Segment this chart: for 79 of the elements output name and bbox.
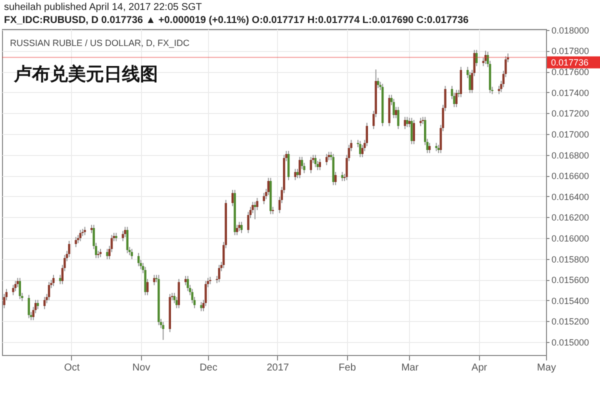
candlestick [18,277,22,300]
candlestick [404,116,406,130]
y-tick-label: 0.018000 [552,25,590,36]
candlestick [162,321,164,340]
y-tick-label: 0.017800 [552,46,590,56]
y-tick-label: 0.015400 [552,296,590,306]
candlestick [262,192,266,205]
y-tick-label: 0.016800 [552,150,590,160]
candlestick [294,168,296,181]
candlestick [191,288,194,304]
y-tick-label: 0.015000 [552,337,590,348]
candlestick [468,71,471,94]
candlestick [341,171,344,182]
ref-line-label: 0.017736 [551,57,589,68]
candlestick [74,236,77,248]
candlestick [366,122,368,147]
x-tick-label: Oct [64,362,80,374]
candlestick [126,226,128,254]
candlestick [3,293,6,309]
y-tick-label: 0.017400 [552,88,590,98]
candlestick [406,116,408,128]
x-tick-label: Apr [472,362,488,374]
y-tick-label: 0.017200 [552,108,590,119]
candlestick [287,150,290,181]
candlestick [359,140,362,158]
candlestick [397,106,400,130]
candlestick [43,296,46,310]
candlestick [200,301,202,312]
candlestick [218,264,220,283]
candlestick [318,158,321,171]
y-tick-label: 0.016600 [552,171,590,182]
candlestick [137,252,140,267]
candlestick [298,156,301,179]
candlestick [106,248,108,260]
candlestick [186,275,189,292]
x-tick-label: Feb [338,362,356,374]
candlestick [68,240,70,258]
candlestick [392,98,395,119]
candlestick [52,274,55,287]
candlestick [361,144,364,158]
x-tick-label: May [537,362,556,374]
y-tick-label: 0.016000 [552,233,590,244]
candlestick [153,274,156,286]
candlestick [314,154,317,168]
candlestick [455,89,458,108]
candlestick [12,284,14,296]
candlestick [48,281,50,301]
candlestick [428,142,431,154]
y-tick-label: 0.016200 [552,212,590,223]
text: suheilah published April 14, 2017 22:05 SGT [4,2,202,13]
candlestick [178,278,180,309]
candlestick [204,280,207,307]
candlestick [130,248,133,260]
y-tick-label: 0.015800 [552,254,590,264]
candlestick [326,153,328,166]
candlestick [484,50,487,65]
y-tick-label: 0.015600 [552,275,590,286]
x-tick-label: Nov [132,362,150,374]
candlestick [412,119,416,145]
text: FX_IDC:RUBUSD, D 0.017736 ▲ +0.000019 (+0.11%) O:0.017717 H:0.017774 L:0.017690 C:0.017736 [4,15,470,26]
y-tick-label: 0.016400 [552,192,590,202]
candlestick [14,280,17,292]
candlestick [247,211,250,234]
candlestick [410,117,413,145]
candlestick [240,221,243,234]
text: RUSSIAN RUBLE / US DOLLAR, D, FX_IDC [10,38,190,48]
candlestick [28,294,30,319]
y-tick-label: 0.017600 [552,67,590,78]
y-tick-label: 0.015200 [552,316,590,327]
x-tick-label: 2017 [266,362,290,374]
candlestick [310,156,312,174]
text: 卢布兑美元日线图 [13,64,158,85]
candlestick [254,201,256,220]
candlestick [238,221,240,232]
y-tick-label: 0.017000 [552,129,590,140]
candlestick [144,266,146,296]
candlestick [36,299,39,310]
x-tick-label: Mar [401,362,420,374]
x-tick-label: Dec [200,362,218,374]
